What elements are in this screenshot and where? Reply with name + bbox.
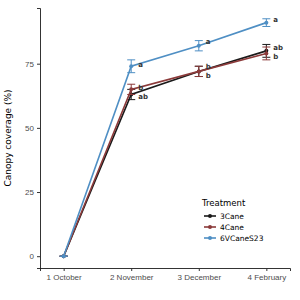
series-point [129, 87, 133, 91]
x-tick-mark [64, 268, 65, 271]
series-point [197, 69, 201, 73]
significance-letter: b [138, 84, 143, 92]
y-tick: 25 [25, 188, 40, 197]
error-cap [262, 18, 270, 19]
x-tick-label: 2 November [110, 273, 154, 282]
x-tick-label: 3 December [177, 273, 221, 282]
significance-letter: a [206, 38, 211, 46]
series-point [264, 21, 268, 25]
error-cap [262, 26, 270, 27]
series-point [62, 254, 66, 258]
x-tick: 2 November [110, 268, 154, 282]
legend-title: Treatment [201, 198, 246, 208]
y-tick-mark [37, 64, 40, 65]
series-line [64, 51, 267, 256]
error-cap [127, 59, 135, 60]
legend-item: 4Cane [204, 223, 244, 232]
legend-key-point [208, 236, 212, 240]
x-axis: 1 October 2 November 3 December 4 February [41, 268, 291, 282]
marks [60, 19, 271, 258]
y-tick-mark [37, 192, 40, 193]
legend: Treatment 3Cane 4Cane 6VCaneS23 [201, 198, 264, 243]
y-tick-mark [37, 128, 40, 129]
y-tick-label: 50 [25, 124, 34, 133]
series-point [264, 51, 268, 55]
error-cap [262, 47, 270, 48]
error-cap [262, 59, 270, 60]
significance-letter: b [206, 63, 211, 71]
series-line [64, 53, 267, 256]
significance-letter: ab [138, 93, 148, 101]
x-axis-line [41, 269, 291, 272]
error-bar [127, 84, 135, 94]
x-tick: 1 October [47, 268, 82, 282]
significance-letter: a [138, 61, 143, 69]
x-tick-label: 1 October [47, 273, 82, 282]
legend-item: 6VCaneS23 [204, 234, 264, 243]
chart: 0 25 50 75 1 October 2 November 3 December 4 Fe… [0, 0, 300, 300]
series-point [129, 64, 133, 68]
x-tick-mark [199, 268, 200, 271]
y-tick-mark [37, 256, 40, 257]
series-point [197, 44, 201, 48]
letters: abababbaabb [138, 16, 283, 101]
y-axis-title: Canopy coverage (%) [3, 89, 13, 186]
x-tick: 3 December [177, 268, 221, 282]
error-bar [262, 47, 270, 60]
error-bar [195, 41, 203, 51]
x-tick: 4 February [248, 268, 287, 282]
legend-key-point [208, 214, 212, 218]
error-cap [195, 66, 203, 67]
y-tick-label: 0 [30, 252, 35, 261]
error-cap [195, 76, 203, 77]
series-line [64, 23, 267, 257]
x-tick-label: 4 February [248, 273, 287, 282]
error-cap [127, 94, 135, 95]
x-tick-mark [266, 268, 267, 271]
y-axis-line [37, 9, 41, 269]
significance-letter: b [206, 72, 211, 80]
significance-letter: a [273, 16, 278, 24]
error-cap [195, 76, 203, 77]
legend-key-point [208, 225, 212, 229]
y-tick-label: 75 [25, 60, 34, 69]
error-cap [262, 44, 270, 45]
significance-letter: b [273, 53, 278, 61]
y-tick: 50 [25, 124, 40, 133]
error-cap [127, 72, 135, 73]
series-point [62, 254, 66, 258]
legend-item: 3Cane [204, 212, 244, 221]
error-bar [195, 66, 203, 76]
error-bar [262, 19, 270, 27]
series-point [62, 254, 66, 258]
legend-label: 3Cane [220, 212, 244, 221]
error-cap [195, 40, 203, 41]
error-cap [195, 50, 203, 51]
significance-letter: ab [273, 44, 283, 52]
y-tick: 0 [30, 252, 40, 261]
y-tick: 75 [25, 60, 40, 69]
error-cap [127, 99, 135, 100]
error-cap [127, 84, 135, 85]
plot: 0 25 50 75 1 October 2 November 3 December 4 Fe… [25, 9, 290, 282]
legend-label: 4Cane [220, 223, 244, 232]
error-bar [127, 60, 135, 73]
x-tick-mark [131, 268, 132, 271]
series-point [197, 69, 201, 73]
legend-label: 6VCaneS23 [220, 234, 264, 243]
error-cap [195, 66, 203, 67]
y-axis: 0 25 50 75 [25, 9, 40, 269]
y-tick-label: 25 [25, 188, 34, 197]
